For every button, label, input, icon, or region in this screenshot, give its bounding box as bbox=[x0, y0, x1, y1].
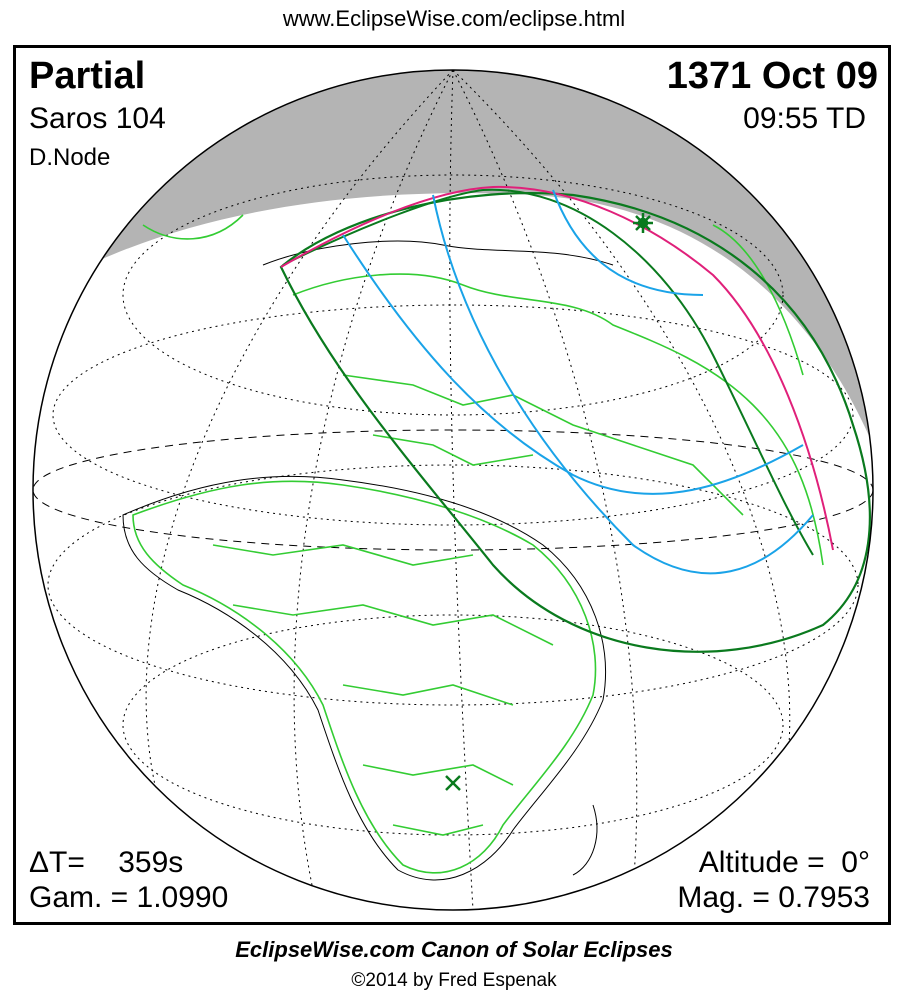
country-borders bbox=[132, 214, 824, 874]
magnitude-contour bbox=[432, 194, 814, 575]
eclipse-time: 09:55 TD bbox=[743, 102, 866, 135]
night-region bbox=[33, 70, 873, 445]
magnitude: Mag. = 0.7953 bbox=[677, 881, 870, 914]
gamma: Gam. = 1.0990 bbox=[29, 881, 229, 914]
node-label: D.Node bbox=[29, 144, 111, 171]
map-frame bbox=[13, 45, 891, 925]
sun-altitude: Altitude = 0° bbox=[698, 846, 870, 879]
eclipse-map bbox=[32, 69, 874, 911]
copyright: ©2014 by Fred Espenak bbox=[351, 970, 557, 991]
eclipse-date: 1371 Oct 09 bbox=[666, 55, 878, 97]
penumbral-limit-outer bbox=[279, 192, 871, 653]
delta-t: ΔT= 359s bbox=[29, 846, 184, 879]
star-marker bbox=[633, 213, 653, 233]
canon-title: EclipseWise.com Canon of Solar Eclipses bbox=[235, 937, 673, 962]
saros-number: Saros 104 bbox=[29, 102, 166, 135]
maximum-eclipse-line bbox=[280, 185, 834, 551]
eclipse-type: Partial bbox=[29, 55, 146, 97]
globe-outline bbox=[32, 69, 874, 911]
site-url: www.EclipseWise.com/eclipse.html bbox=[282, 6, 626, 31]
penumbral-limit-inner bbox=[282, 188, 814, 556]
x-marker bbox=[445, 775, 461, 791]
magnitude-contour bbox=[552, 189, 704, 296]
